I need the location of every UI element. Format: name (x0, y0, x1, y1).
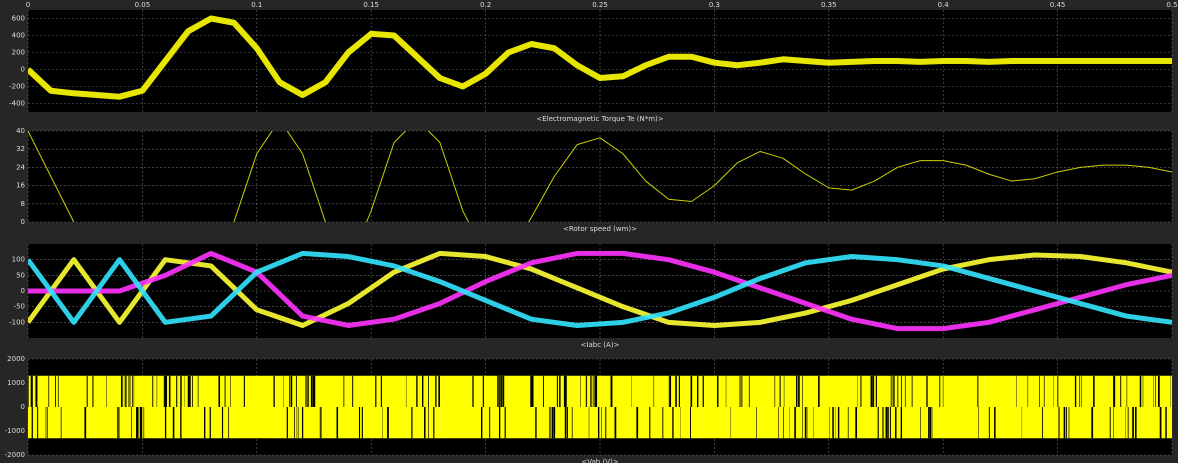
signal-line (28, 250, 1172, 332)
y-tick-label: 600 (12, 15, 25, 23)
axis-title: <Electromagnetic Torque Te (N*m)> (536, 115, 663, 123)
x-tick-label: 0.4 (938, 1, 950, 9)
x-tick-label: 0.35 (821, 1, 837, 9)
plot-area (28, 250, 1172, 332)
y-tick-label: 24 (16, 163, 25, 171)
signal-line (28, 250, 1172, 328)
y-tick-label: 1000 (7, 379, 25, 387)
y-tick-label: -200 (9, 83, 25, 91)
y-tick-label: 32 (16, 145, 25, 153)
y-tick-label: -2000 (5, 451, 25, 459)
x-tick-label: 0.45 (1050, 1, 1066, 9)
x-tick-label: 0.3 (709, 1, 720, 9)
y-tick-label: 40 (16, 127, 25, 135)
x-tick-label: 0.25 (592, 1, 608, 9)
axis-title: <Rotor speed (wm)> (563, 225, 637, 233)
y-tick-label: 200 (12, 49, 25, 57)
y-tick-label: 400 (12, 32, 25, 40)
y-tick-label: -400 (9, 100, 25, 108)
y-tick-label: 0 (21, 66, 25, 74)
y-tick-label: -50 (14, 303, 25, 311)
y-tick-label: 16 (16, 182, 25, 190)
y-tick-label: 8 (21, 200, 25, 208)
plot-area (28, 375, 1172, 439)
signal-line (28, 15, 1172, 100)
x-tick-label: 0.2 (480, 1, 491, 9)
x-tick-label: 0.15 (363, 1, 379, 9)
y-tick-label: 100 (12, 256, 25, 264)
x-tick-label: 0 (26, 1, 30, 9)
y-tick-label: -1000 (5, 427, 25, 435)
signal-line (28, 131, 1172, 222)
plot-area (28, 131, 1172, 222)
axis-title: <Vab (V)> (581, 458, 618, 463)
y-tick-label: 0 (21, 403, 25, 411)
y-tick-label: 2000 (7, 355, 25, 363)
y-tick-label: 0 (21, 287, 25, 295)
y-tick-label: 50 (16, 271, 25, 279)
x-tick-label: 0.5 (1166, 1, 1177, 9)
signal-line (28, 250, 1172, 328)
x-tick-label: 0.1 (251, 1, 262, 9)
pwm-band (28, 375, 1172, 439)
y-tick-label: -100 (9, 318, 25, 326)
x-tick-label: 0.05 (135, 1, 151, 9)
y-tick-label: 0 (21, 218, 25, 226)
plot-area (28, 15, 1172, 100)
axis-title: <Iabc (A)> (581, 341, 620, 349)
